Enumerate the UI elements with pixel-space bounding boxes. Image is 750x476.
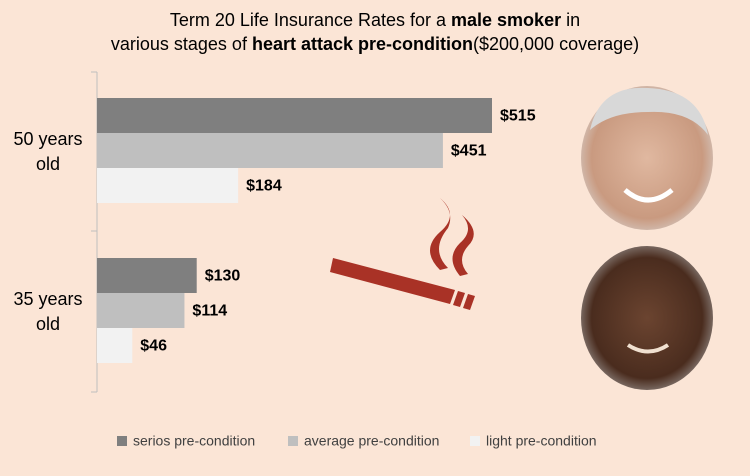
chart-title: Term 20 Life Insurance Rates for a male … bbox=[0, 8, 750, 56]
bar bbox=[97, 98, 492, 133]
title-run: various stages of bbox=[110, 34, 252, 54]
legend-label: serios pre-condition bbox=[133, 433, 255, 449]
title-run: heart attack pre-condition bbox=[251, 34, 473, 54]
title-run: ($200,000 coverage) bbox=[473, 34, 640, 54]
category-label: 50 years old bbox=[13, 129, 83, 174]
value-label: $451 bbox=[451, 143, 487, 160]
bar bbox=[97, 258, 197, 293]
bar bbox=[97, 168, 239, 203]
legend-label: average pre-condition bbox=[304, 433, 439, 449]
value-label: $184 bbox=[246, 178, 282, 195]
photo-older-man bbox=[581, 86, 713, 230]
legend-swatch bbox=[470, 436, 480, 446]
value-label: $515 bbox=[500, 108, 536, 125]
bar bbox=[97, 328, 133, 363]
legend-swatch bbox=[117, 436, 127, 446]
title-run: Term 20 Life Insurance Rates for a bbox=[169, 10, 452, 30]
title-run: in bbox=[561, 10, 581, 30]
photo-younger-man bbox=[581, 246, 713, 390]
value-label: $114 bbox=[192, 303, 227, 320]
legend-label: light pre-condition bbox=[486, 433, 597, 449]
bar bbox=[97, 293, 185, 328]
category-label: 35 years old bbox=[13, 289, 83, 334]
legend-swatch bbox=[288, 436, 298, 446]
cigarette-icon bbox=[330, 198, 475, 310]
value-label: $130 bbox=[205, 268, 241, 285]
bar bbox=[97, 133, 443, 168]
title-run: male smoker bbox=[451, 10, 562, 30]
value-label: $46 bbox=[140, 338, 167, 355]
